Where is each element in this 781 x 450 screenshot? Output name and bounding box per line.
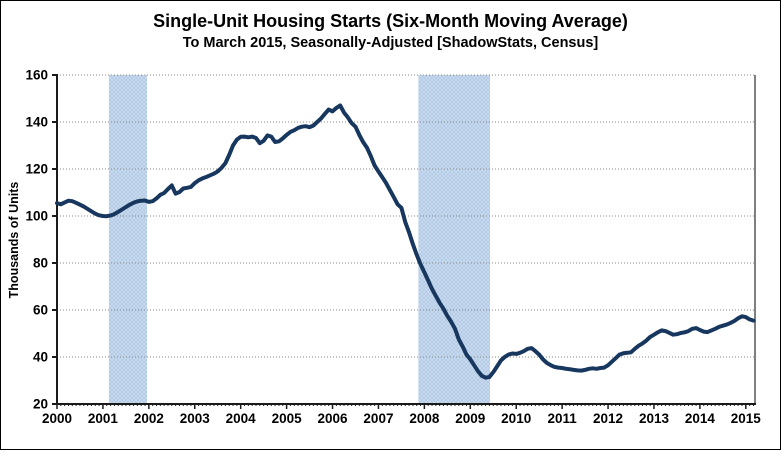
y-tick-label-120: 120 [25, 162, 48, 177]
x-tick-label-2010: 2010 [501, 411, 531, 426]
x-tick-label-2006: 2006 [318, 411, 349, 426]
x-tick-label-2001: 2001 [88, 411, 119, 426]
y-tick-label-100: 100 [25, 209, 48, 224]
y-tick-label-60: 60 [33, 303, 48, 318]
data-line-housing-starts [55, 103, 756, 380]
x-tick-label-2005: 2005 [272, 411, 303, 426]
x-tick-label-2003: 2003 [180, 411, 211, 426]
x-tick-label-2015: 2015 [731, 411, 762, 426]
chart-subtitle: To March 2015, Seasonally-Adjusted [Shad… [182, 35, 599, 51]
y-tick-label-140: 140 [25, 115, 48, 130]
x-tick-label-2012: 2012 [593, 411, 623, 426]
x-tick-label-2013: 2013 [639, 411, 670, 426]
recession-band-2001 [108, 75, 148, 404]
x-tick-label-2008: 2008 [409, 411, 440, 426]
x-tick-label-2004: 2004 [226, 411, 257, 426]
recession-band-2007-2009 [418, 75, 491, 404]
x-tick-label-2002: 2002 [134, 411, 164, 426]
chart-title: Single-Unit Housing Starts (Six-Month Mo… [153, 11, 628, 31]
x-tick-label-2011: 2011 [547, 411, 577, 426]
y-tick-label-40: 40 [33, 350, 48, 365]
x-tick-label-2009: 2009 [455, 411, 485, 426]
x-tick-label-2014: 2014 [685, 411, 716, 426]
y-tick-label-160: 160 [25, 68, 48, 83]
y-tick-label-20: 20 [33, 397, 48, 412]
x-tick-label-2000: 2000 [42, 411, 72, 426]
x-tick-label-2007: 2007 [363, 411, 393, 426]
y-tick-label-80: 80 [33, 256, 48, 271]
